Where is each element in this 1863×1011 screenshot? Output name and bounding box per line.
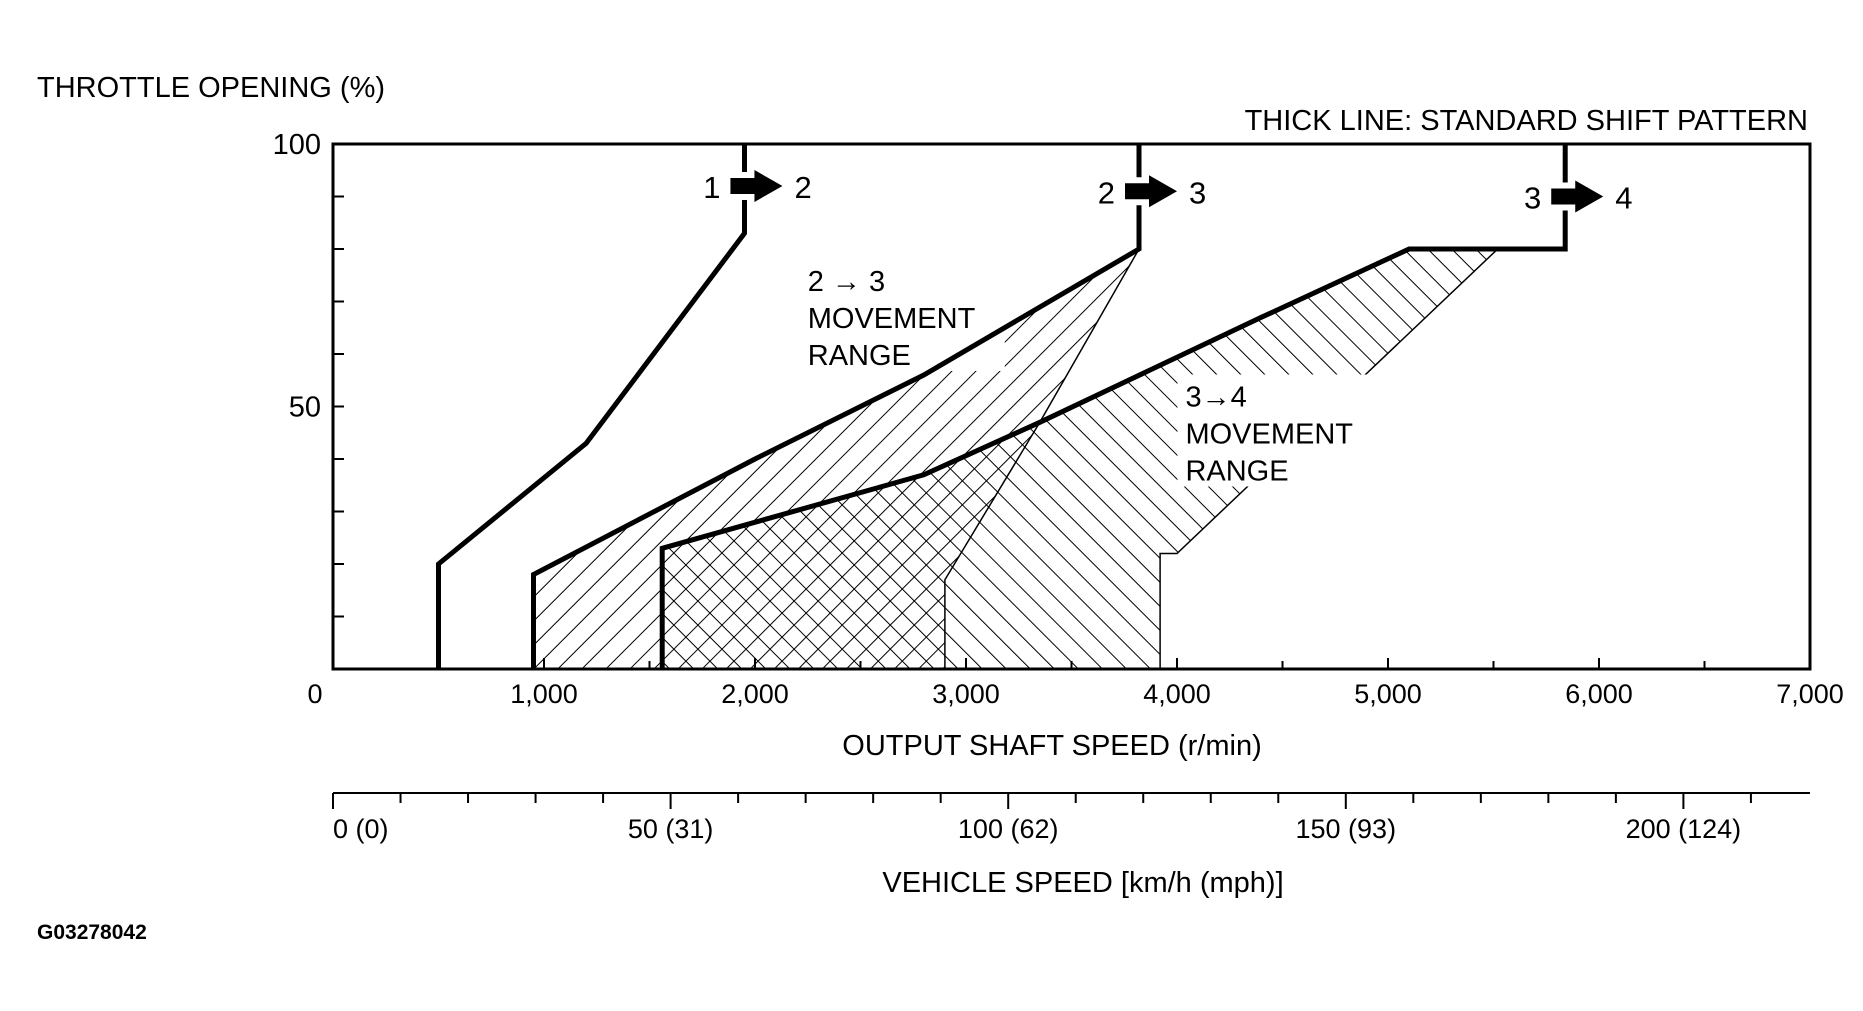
x-tick-label: 5,000: [1354, 679, 1422, 709]
x-axis-title: OUTPUT SHAFT SPEED (r/min): [842, 730, 1261, 762]
shift-line-1-2: [436, 144, 747, 669]
x-tick-label: 4,000: [1143, 679, 1211, 709]
x-tick-label: 7,000: [1776, 679, 1844, 709]
shift-from-gear: 2: [1098, 175, 1115, 210]
speed-tick-label: 0 (0): [333, 814, 389, 844]
shift-from-gear: 1: [703, 170, 720, 205]
y-tick-label: 100: [273, 129, 321, 161]
x-tick-label: 6,000: [1565, 679, 1633, 709]
shift-arrow-icon: [730, 170, 783, 202]
shift-line-2-3: [531, 144, 1142, 669]
region-label-line: 3→4: [1185, 382, 1246, 414]
region-label-line: MOVEMENT: [1185, 419, 1353, 451]
speed-tick-label: 100 (62): [958, 814, 1059, 844]
legend-note: THICK LINE: STANDARD SHIFT PATTERN: [1245, 105, 1808, 137]
shift-to-gear: 3: [1189, 175, 1206, 210]
speed-tick-label: 200 (124): [1626, 814, 1742, 844]
x-axis: 1,000 2,000 3,000 4,000 5,000 6,000 7,000: [437, 658, 1844, 709]
vehicle-speed-title: VEHICLE SPEED [km/h (mph)]: [882, 867, 1283, 899]
y-axis-title: THROTTLE OPENING (%): [37, 72, 385, 104]
shift-arrow-icon: [1125, 175, 1178, 208]
movement-regions: 2 → 3 MOVEMENT RANGE 3→4 MOVEMENT RANGE: [532, 246, 1500, 670]
y-tick-label: 50: [289, 392, 321, 424]
vehicle-speed-axis: 0 (0) 50 (31) 100 (62) 150 (93) 200 (124): [332, 792, 1810, 844]
y-axis: 100 50: [273, 129, 344, 670]
region-label-background: [1177, 374, 1383, 487]
shift-from-gear: 3: [1524, 181, 1541, 216]
x-tick-label: 3,000: [932, 679, 1000, 709]
figure-id: G03278042: [37, 921, 147, 944]
shift-to-gear: 2: [794, 170, 811, 205]
shift-arrow-icon: [1551, 180, 1604, 213]
region-label-line: 2 → 3: [808, 266, 885, 298]
region-label-line: RANGE: [1185, 456, 1288, 488]
origin-tick-label: 0: [307, 679, 322, 709]
x-tick-label: 2,000: [721, 679, 789, 709]
region-label-line: MOVEMENT: [808, 303, 976, 335]
x-tick-label: 1,000: [510, 679, 578, 709]
speed-tick-label: 50 (31): [628, 814, 714, 844]
shift-lines: 1 2 2 3 3 4: [436, 144, 1632, 669]
region-label-background: [799, 259, 1005, 371]
speed-tick-label: 150 (93): [1296, 814, 1397, 844]
shift-to-gear: 4: [1615, 181, 1632, 216]
shift-line-3-4: [659, 144, 1568, 669]
region-label-line: RANGE: [808, 340, 911, 372]
